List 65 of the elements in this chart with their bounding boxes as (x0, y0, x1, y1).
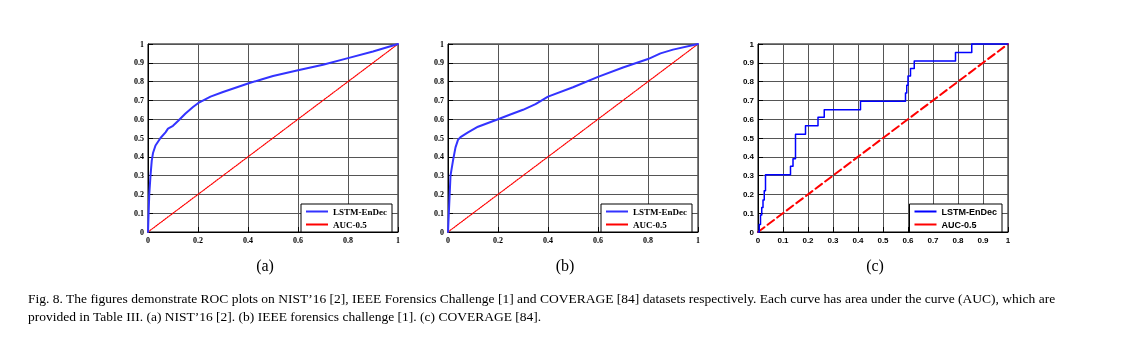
caption: Fig. 8. The figures demonstrate ROC plots on NIST’16 [2], IEEE Forensics Challenge [1] and COVERAGE [84] datasets respectively. Each curve has area under the curve (AUC), which are provided in Table III. (a) NIST’16 [2]. (b) IEEE forensics challenge [1]. (c) COVERAGE [84]. (28, 290, 1057, 326)
x-tick-label: 0.8 (343, 235, 353, 245)
y-tick-label: 0.5 (134, 133, 144, 143)
y-tick-label: 0.6 (434, 114, 444, 124)
x-tick-label: 0.6 (902, 235, 915, 245)
y-tick-label: 1 (749, 39, 755, 49)
legend-label: AUC-0.5 (941, 219, 977, 230)
y-tick-label: 0.3 (434, 171, 444, 181)
y-tick-label: 0.7 (134, 95, 144, 105)
y-tick-label: 0.2 (434, 189, 444, 199)
x-tick-label: 0.8 (643, 235, 653, 245)
y-tick-label: 1 (140, 39, 144, 49)
y-tick-label: 0.8 (742, 77, 755, 87)
y-tick-label: 0 (749, 227, 755, 237)
x-tick-label: 0.5 (877, 235, 890, 245)
text: (a) (256, 256, 274, 275)
y-tick-label: 1 (440, 39, 444, 49)
x-tick-label: 1 (396, 235, 400, 245)
x-tick-label: 0.2 (193, 235, 203, 245)
y-tick-label: 0.8 (434, 77, 444, 87)
y-tick-label: 0 (440, 227, 444, 237)
y-tick-label: 0.6 (134, 114, 144, 124)
legend-label: AUC-0.5 (633, 219, 668, 230)
y-tick-label: 0.3 (134, 171, 144, 181)
x-tick-label: 1 (1005, 235, 1011, 245)
legend-label: LSTM-EnDec (941, 206, 998, 217)
y-tick-label: 0.1 (134, 208, 144, 218)
y-tick-label: 0.3 (742, 171, 755, 181)
y-tick-label: 0.6 (742, 114, 755, 124)
y-tick-label: 0.4 (434, 152, 444, 162)
y-tick-label: 0.1 (742, 208, 755, 218)
x-tick-label: 0.2 (493, 235, 503, 245)
y-tick-label: 0.5 (434, 133, 444, 143)
x-tick-label: 0.4 (543, 235, 553, 245)
y-tick-label: 0.2 (742, 189, 755, 199)
y-tick-label: 0.9 (742, 58, 755, 68)
legend-label: LSTM-EnDec (633, 206, 688, 217)
x-tick-label: 1 (696, 235, 700, 245)
y-tick-label: 0.2 (134, 189, 144, 199)
y-tick-label: 0.7 (434, 95, 444, 105)
x-tick-label: 0.3 (827, 235, 840, 245)
line-series (447, 43, 699, 233)
y-tick-label: 0.4 (742, 152, 755, 162)
legend-label: LSTM-EnDec (333, 206, 388, 217)
x-tick-label: 0.4 (852, 235, 865, 245)
y-tick-label: 0.8 (134, 77, 144, 87)
x-tick-label: 0.6 (293, 235, 303, 245)
y-tick-label: 0.4 (134, 152, 144, 162)
y-tick-label: 0.1 (434, 208, 444, 218)
x-tick-label: 0.9 (977, 235, 990, 245)
text: (c) (866, 256, 884, 275)
y-tick-label: 0.9 (434, 58, 444, 68)
legend-label: AUC-0.5 (333, 219, 368, 230)
y-tick-label: 0.5 (742, 133, 755, 143)
x-tick-label: 0.8 (952, 235, 965, 245)
x-tick-label: 0.7 (927, 235, 940, 245)
line-series (147, 43, 399, 233)
text: (b) (555, 256, 575, 275)
x-tick-label: 0.2 (802, 235, 815, 245)
x-tick-label: 0.6 (593, 235, 603, 245)
x-tick-label: 0.4 (243, 235, 253, 245)
x-tick-label: 0.1 (777, 235, 790, 245)
y-tick-label: 0.7 (742, 95, 755, 105)
y-tick-label: 0 (140, 227, 144, 237)
y-tick-label: 0.9 (134, 58, 144, 68)
